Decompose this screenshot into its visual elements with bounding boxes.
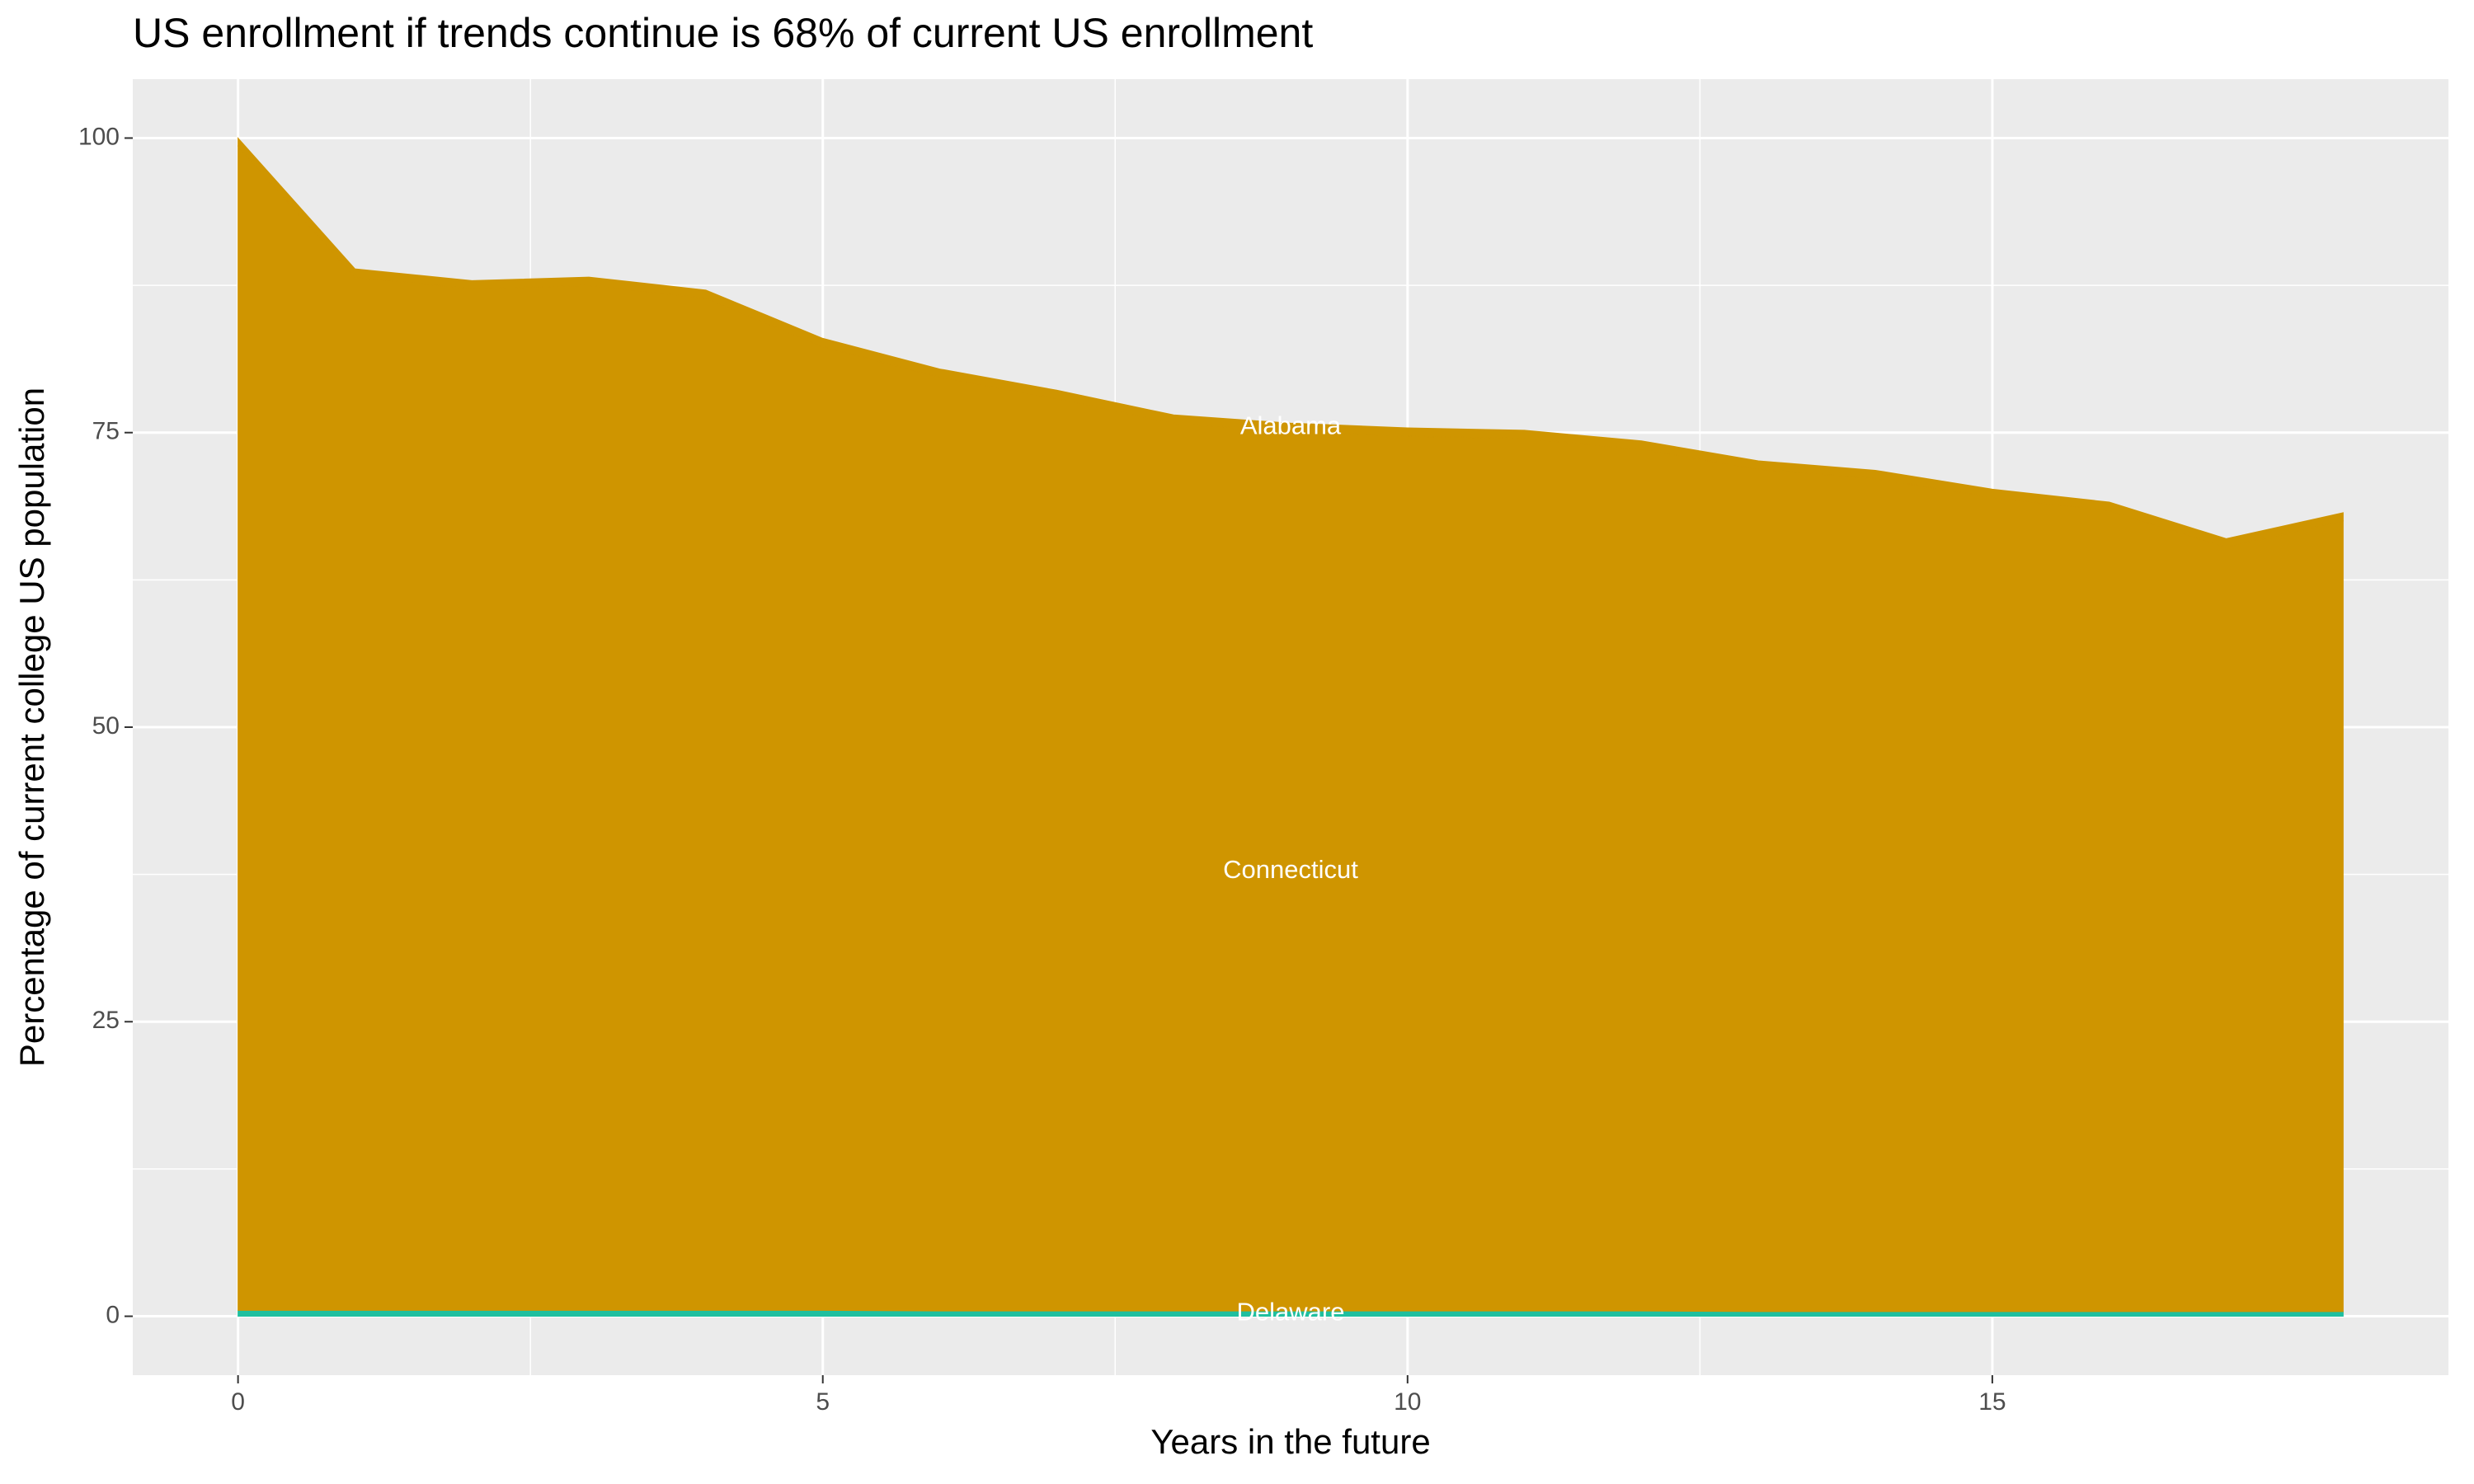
x-tick-label: 0 [231, 1388, 245, 1416]
x-tick-label: 5 [816, 1388, 830, 1416]
x-tick-label: 15 [1978, 1388, 2006, 1416]
area-label: Connecticut [1223, 855, 1358, 884]
x-axis-title: Years in the future [1150, 1422, 1430, 1461]
y-tick-label: 50 [92, 712, 120, 740]
area-label: Delaware [1237, 1298, 1345, 1327]
y-tick-label: 0 [106, 1301, 120, 1328]
y-tick-label: 25 [92, 1007, 120, 1034]
chart-title: US enrollment if trends continue is 68% … [133, 10, 1313, 56]
x-tick-label: 10 [1394, 1388, 1421, 1416]
y-axis-title: Percentage of current college US populat… [12, 387, 51, 1067]
area [238, 137, 2344, 547]
y-tick-label: 75 [92, 418, 120, 445]
y-tick-label: 100 [78, 123, 120, 150]
area-label: Alabama [1240, 411, 1342, 439]
